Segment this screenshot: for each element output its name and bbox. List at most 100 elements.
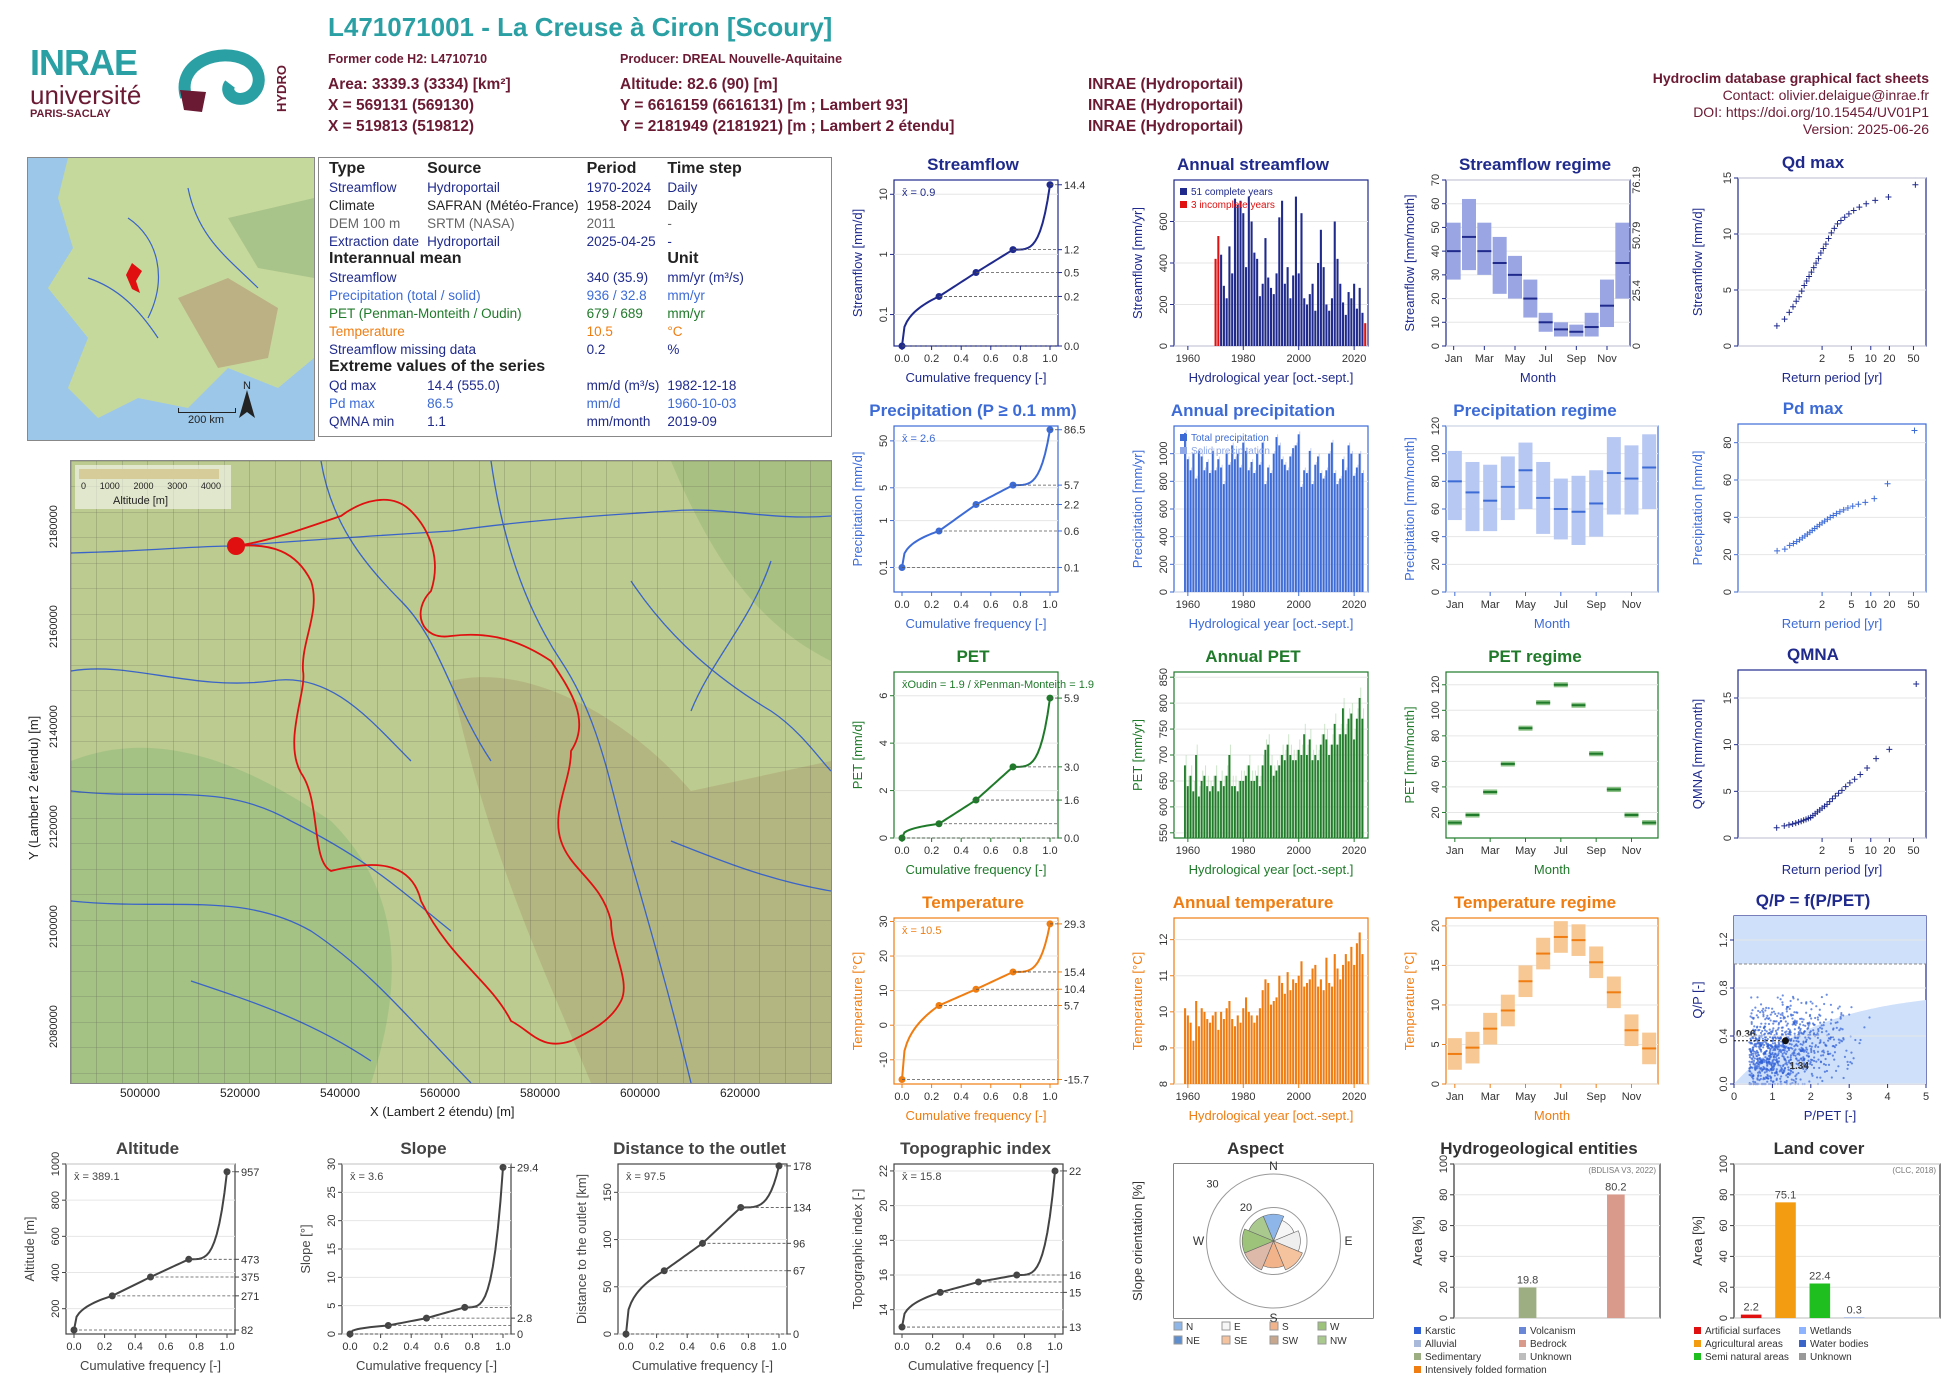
year-bar — [1239, 780, 1242, 838]
daily-point — [1766, 1064, 1769, 1067]
y-tick-label: 5 — [878, 485, 890, 491]
daily-point — [1789, 1054, 1793, 1057]
sample-point — [1913, 681, 1920, 687]
year-bar — [1203, 1011, 1206, 1084]
y-axis-label: Precipitation [mm/yr] — [1130, 450, 1145, 568]
daily-point — [1811, 1042, 1814, 1045]
x-axis-label: Month — [1534, 616, 1570, 631]
year-bar — [1297, 434, 1300, 592]
daily-point — [1779, 998, 1782, 1001]
x-tick-label: 0.4 — [954, 845, 969, 857]
y-tick-label: 20 — [1438, 1281, 1450, 1293]
basin-ytick: 2120000 — [48, 805, 60, 848]
daily-point — [1839, 1027, 1842, 1030]
y-tick-label: 120 — [1430, 417, 1442, 435]
year-bar — [1253, 473, 1256, 592]
daily-point — [1802, 1067, 1805, 1071]
extreme-value: 14.4 (555.0) — [427, 377, 500, 393]
daily-point — [1763, 1077, 1766, 1081]
scale-label: 200 km — [188, 414, 225, 426]
year-bar — [1189, 1022, 1192, 1084]
daily-point — [1859, 1038, 1862, 1042]
year-bar — [1272, 1001, 1275, 1084]
year-bar — [1281, 200, 1284, 346]
pet-cdf-chart: PET Cumulative frequency [-] PET [mm/d] 0 2 4… — [848, 646, 1098, 878]
x-tick-label: 1.0 — [219, 1341, 234, 1353]
y-tick-label: 0 — [878, 835, 890, 841]
daily-point — [1759, 1025, 1762, 1028]
north-label: N — [243, 380, 251, 392]
sample-point — [1837, 217, 1844, 224]
y-tick-label: 60 — [1430, 503, 1442, 515]
daily-point — [1779, 1064, 1782, 1067]
x-tick-label: 1960 — [1176, 1091, 1200, 1103]
year-bar — [1269, 765, 1273, 838]
daily-point — [1750, 996, 1753, 999]
y-tick-label: 80 — [1430, 475, 1442, 487]
legend-swatch — [1180, 188, 1187, 195]
daily-point — [1767, 1061, 1770, 1065]
y-tick-label: 0 — [1718, 1315, 1730, 1321]
bar-value-label: 80.2 — [1605, 1181, 1626, 1193]
daily-point — [1837, 1038, 1840, 1041]
unit-title: Unit — [667, 250, 699, 267]
daily-point — [1818, 1066, 1821, 1070]
sample-point — [1773, 322, 1780, 329]
sample-point — [1793, 298, 1800, 305]
daily-point — [1775, 1070, 1778, 1074]
x-tick-label: 1960 — [1176, 599, 1200, 611]
legend-label: Sedimentary — [1425, 1352, 1481, 1363]
y-tick-label: 800 — [1158, 472, 1170, 490]
legend-label: SE — [1234, 1336, 1248, 1347]
year-bar — [1242, 780, 1245, 838]
y-tick-label: 22 — [878, 1165, 890, 1177]
right-tick-label: 0.1 — [1064, 562, 1079, 574]
daily-point — [1774, 1056, 1777, 1059]
daily-point — [1810, 1045, 1813, 1048]
x-tick-label: Jul — [1554, 599, 1568, 611]
daily-point — [1808, 1080, 1811, 1083]
x-tick-label: 0.2 — [925, 1341, 940, 1353]
year-bar — [1361, 718, 1364, 838]
legend-label: Karstic — [1425, 1326, 1456, 1337]
daily-point — [1782, 1063, 1785, 1067]
year-bar-alt — [1279, 755, 1281, 838]
year-bar-alt — [1302, 484, 1304, 592]
daily-point — [1779, 1016, 1782, 1020]
daily-point — [1782, 1069, 1785, 1072]
y-tick-label: 100 — [1430, 701, 1442, 719]
year-bar-alt — [1329, 744, 1331, 838]
rose-ring — [1206, 1173, 1341, 1309]
sample-point — [1884, 480, 1891, 487]
y-tick-label: 10 — [878, 188, 890, 200]
year-bar-alt — [1257, 450, 1259, 592]
daily-point — [1777, 1041, 1780, 1044]
daily-point — [1795, 1039, 1798, 1043]
year-bar — [1256, 1015, 1259, 1084]
right-tick-label: 271 — [241, 1291, 259, 1303]
year-bar-alt — [1263, 439, 1265, 592]
x-tick-label: 0.0 — [894, 353, 909, 365]
daily-point — [1784, 1059, 1787, 1062]
sample-point — [1795, 819, 1802, 826]
daily-point — [1793, 1036, 1796, 1039]
daily-point — [1800, 1017, 1803, 1020]
daily-point — [1810, 1047, 1813, 1050]
chart-title: Aspect — [1227, 1139, 1284, 1158]
legend-label: Unknown — [1810, 1352, 1852, 1363]
daily-point — [1751, 1066, 1754, 1069]
year-bar — [1195, 478, 1198, 592]
year-bar-alt — [1285, 749, 1287, 838]
year-bar — [1305, 304, 1309, 346]
daily-point — [1771, 1042, 1774, 1045]
mean-x-label: 1.34 — [1789, 1061, 1809, 1072]
year-bar — [1208, 791, 1212, 838]
year-bar — [1339, 979, 1342, 1084]
year-bar — [1203, 470, 1206, 592]
year-bar-alt — [1207, 775, 1209, 838]
daily-point — [1819, 1026, 1822, 1029]
y-axis-label: Precipitation [mm/d] — [850, 452, 865, 567]
legend-label: S — [1282, 1322, 1289, 1333]
